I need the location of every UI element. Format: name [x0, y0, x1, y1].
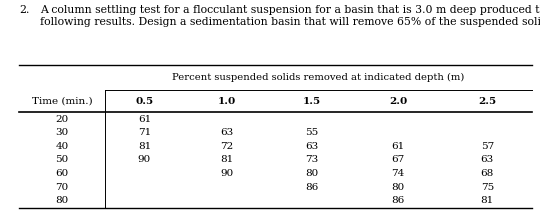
Text: 61: 61: [138, 115, 151, 124]
Text: Percent suspended solids removed at indicated depth (m): Percent suspended solids removed at indi…: [172, 73, 465, 82]
Text: 80: 80: [392, 183, 405, 192]
Text: 86: 86: [392, 196, 405, 205]
Text: 57: 57: [481, 142, 494, 151]
Text: 2.5: 2.5: [478, 97, 496, 106]
Text: 1.5: 1.5: [303, 97, 321, 106]
Text: A column settling test for a flocculant suspension for a basin that is 3.0 m dee: A column settling test for a flocculant …: [40, 5, 540, 15]
Text: 81: 81: [138, 142, 151, 151]
Text: 63: 63: [220, 128, 233, 137]
Text: 81: 81: [481, 196, 494, 205]
Text: 75: 75: [481, 183, 494, 192]
Text: Time (min.): Time (min.): [32, 97, 92, 106]
Text: 71: 71: [138, 128, 151, 137]
Text: 81: 81: [220, 155, 233, 165]
Text: 1.0: 1.0: [218, 97, 236, 106]
Text: 70: 70: [56, 183, 69, 192]
Text: 73: 73: [305, 155, 319, 165]
Text: 2.0: 2.0: [389, 97, 407, 106]
Text: 80: 80: [305, 169, 319, 178]
Text: 60: 60: [56, 169, 69, 178]
Text: 80: 80: [56, 196, 69, 205]
Text: 63: 63: [481, 155, 494, 165]
Text: 67: 67: [392, 155, 405, 165]
Text: 90: 90: [220, 169, 233, 178]
Text: 30: 30: [56, 128, 69, 137]
Text: 20: 20: [56, 115, 69, 124]
Text: 74: 74: [392, 169, 405, 178]
Text: 63: 63: [305, 142, 319, 151]
Text: 86: 86: [305, 183, 319, 192]
Text: 72: 72: [220, 142, 233, 151]
Text: 50: 50: [56, 155, 69, 165]
Text: 90: 90: [138, 155, 151, 165]
Text: 2.: 2.: [19, 5, 29, 15]
Text: 61: 61: [392, 142, 405, 151]
Text: 0.5: 0.5: [136, 97, 153, 106]
Text: 55: 55: [305, 128, 319, 137]
Text: 40: 40: [56, 142, 69, 151]
Text: 68: 68: [481, 169, 494, 178]
Text: following results. Design a sedimentation basin that will remove 65% of the susp: following results. Design a sedimentatio…: [40, 5, 540, 27]
